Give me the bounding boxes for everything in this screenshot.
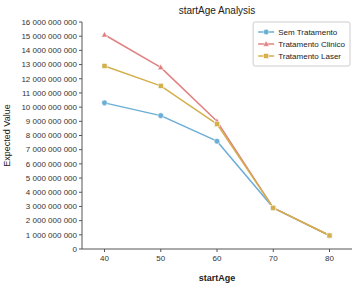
y-tick <box>79 220 82 221</box>
y-tick-label: 15 000 000 000 <box>21 32 77 41</box>
y-tick <box>79 64 82 65</box>
y-tick-label: 13 000 000 000 <box>21 60 77 69</box>
y-tick <box>79 107 82 108</box>
y-tick-label: 7 000 000 000 <box>26 145 78 154</box>
data-point <box>158 113 164 119</box>
y-tick-label: 6 000 000 000 <box>26 160 78 169</box>
data-point <box>327 233 333 239</box>
data-point <box>102 63 107 68</box>
data-point <box>214 138 220 144</box>
series-line <box>105 66 330 236</box>
y-tick-label: 5 000 000 000 <box>26 174 78 183</box>
data-point <box>326 232 332 238</box>
legend-label: Tratamento Laser <box>278 52 341 61</box>
y-tick <box>79 22 82 23</box>
data-point <box>214 122 219 127</box>
data-point <box>270 204 276 210</box>
legend-label: Sem Tratamento <box>278 28 338 37</box>
y-tick-label: 9 000 000 000 <box>26 117 78 126</box>
y-tick-label: 8 000 000 000 <box>26 131 78 140</box>
y-tick <box>79 192 82 193</box>
y-tick <box>79 206 82 207</box>
y-tick <box>79 249 82 250</box>
x-tick <box>104 249 105 252</box>
legend-marker <box>263 29 269 35</box>
background <box>0 0 362 287</box>
x-tick <box>160 249 161 252</box>
y-tick-label: 12 000 000 000 <box>21 75 77 84</box>
data-point <box>270 205 276 211</box>
data-point <box>271 205 276 210</box>
legend-label: Tratamento Clinico <box>278 40 345 49</box>
data-point <box>158 83 163 88</box>
y-tick-label: 4 000 000 000 <box>26 188 78 197</box>
y-tick <box>79 149 82 150</box>
title: startAge Analysis <box>179 5 256 16</box>
y-tick <box>79 78 82 79</box>
y-tick <box>79 121 82 122</box>
y-tick-label: 3 000 000 000 <box>26 202 78 211</box>
x-tick-label: 70 <box>269 254 278 263</box>
y-tick <box>79 178 82 179</box>
y-tick <box>79 50 82 51</box>
data-point <box>327 233 332 238</box>
y-tick-label: 11 000 000 000 <box>22 89 78 98</box>
y-tick-label: 14 000 000 000 <box>21 46 77 55</box>
y-tick-label: 1 000 000 000 <box>26 231 78 240</box>
y-tick <box>79 234 82 235</box>
y-tick-label: 10 000 000 000 <box>21 103 77 112</box>
x-tick <box>273 249 274 252</box>
legend-box <box>253 22 350 66</box>
x-tick-label: 80 <box>325 254 334 263</box>
y-tick-label: 16 000 000 000 <box>21 18 77 27</box>
x-tick-label: 50 <box>156 254 165 263</box>
y-tick <box>79 135 82 136</box>
y-tick <box>79 163 82 164</box>
y-axis-label: Expected Value <box>2 104 12 166</box>
data-point <box>101 31 107 37</box>
x-tick-label: 60 <box>213 254 222 263</box>
y-tick <box>79 36 82 37</box>
x-tick-label: 40 <box>100 254 109 263</box>
data-point <box>158 64 164 70</box>
x-tick <box>217 249 218 252</box>
y-tick-label: 0 <box>73 245 78 254</box>
x-tick <box>329 249 330 252</box>
x-axis-label: startAge <box>199 273 236 283</box>
data-point <box>102 100 108 106</box>
y-tick <box>79 92 82 93</box>
chart: 0 1 000 000 000 2 000 000 000 3 000 000 000… <box>0 0 362 287</box>
legend: Sem Tratamento Tratamento Clinico Tratamen… <box>253 22 350 66</box>
legend-marker <box>264 53 269 58</box>
legend-marker <box>263 41 269 47</box>
series-line <box>105 103 330 236</box>
y-tick-label: 2 000 000 000 <box>26 216 78 225</box>
